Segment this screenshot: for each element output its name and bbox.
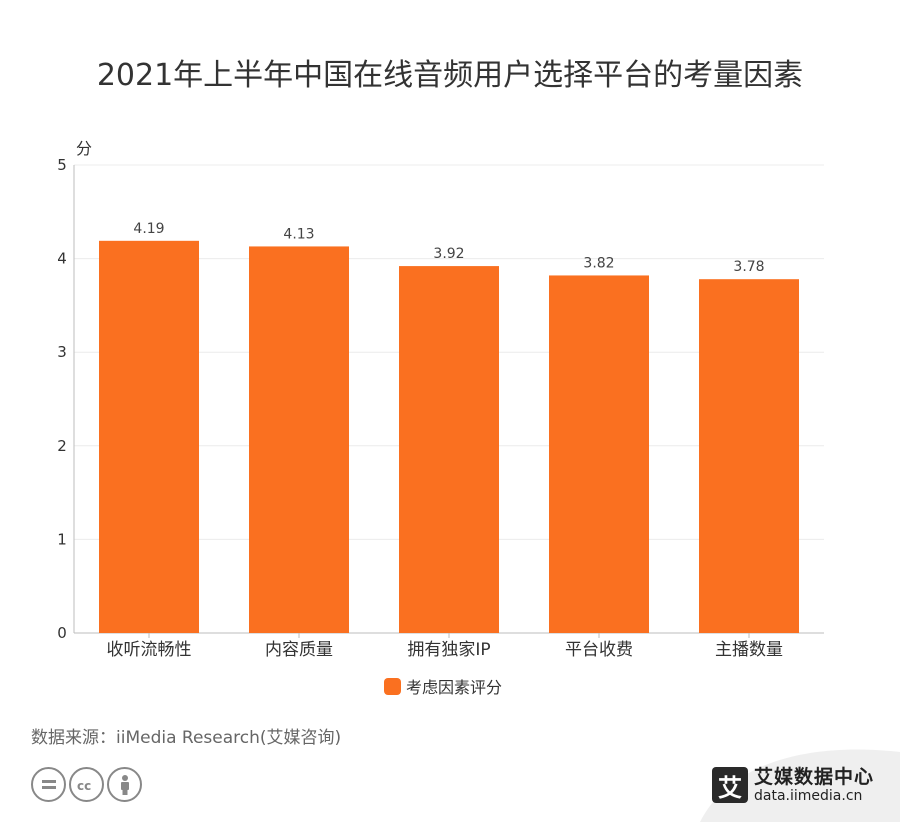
data-label: 4.13 — [283, 226, 314, 242]
data-label: 3.78 — [733, 259, 764, 275]
cc-icon: cc — [69, 767, 104, 802]
y-tick-label: 0 — [57, 624, 67, 642]
bar — [549, 275, 649, 633]
y-tick-label: 1 — [57, 530, 67, 548]
data-label: 3.82 — [583, 255, 614, 271]
brand-url: data.iimedia.cn — [754, 788, 863, 804]
data-label: 3.92 — [433, 246, 464, 262]
y-tick-label: 5 — [57, 156, 67, 174]
y-tick-label: 2 — [57, 437, 67, 455]
y-axis-label: 分 — [76, 139, 92, 158]
bar-chart: 0 1 2 3 4 5分 4.19 收听流畅性 4.13 内容质量 3.92 拥有独家IP 3.82 平台… — [57, 139, 824, 660]
bar — [699, 279, 799, 633]
legend-swatch — [384, 677, 401, 695]
equals-icon — [31, 767, 66, 802]
x-tick-label: 内容质量 — [265, 640, 333, 660]
bar — [249, 246, 349, 633]
brand-name: 艾媒数据中心 — [754, 766, 875, 788]
x-tick-label: 收听流畅性 — [107, 640, 192, 660]
x-tick-label: 平台收费 — [565, 640, 633, 660]
source-note: 数据来源：iiMedia Research(艾媒咨询) — [31, 728, 342, 748]
bar — [399, 266, 499, 633]
y-tick-label: 4 — [57, 250, 67, 268]
y-tick-label: 3 — [57, 343, 67, 361]
brand-logo-icon: 艾 — [712, 767, 748, 803]
bar — [99, 240, 199, 634]
x-tick-label: 拥有独家IP — [407, 640, 490, 660]
person-icon — [107, 767, 142, 802]
legend-label: 考虑因素评分 — [406, 678, 503, 697]
brand-block: 艾 艾媒数据中心 data.iimedia.cn — [712, 766, 874, 804]
svg-text:cc: cc — [77, 779, 91, 792]
x-tick-label: 主播数量 — [715, 640, 783, 660]
license-icons: cc — [31, 767, 142, 802]
chart-title: 2021年上半年中国在线音频用户选择平台的考量因素 — [96, 58, 804, 93]
data-label: 4.19 — [133, 221, 164, 237]
brand-background — [700, 749, 900, 822]
legend: 考虑因素评分 — [384, 676, 503, 697]
